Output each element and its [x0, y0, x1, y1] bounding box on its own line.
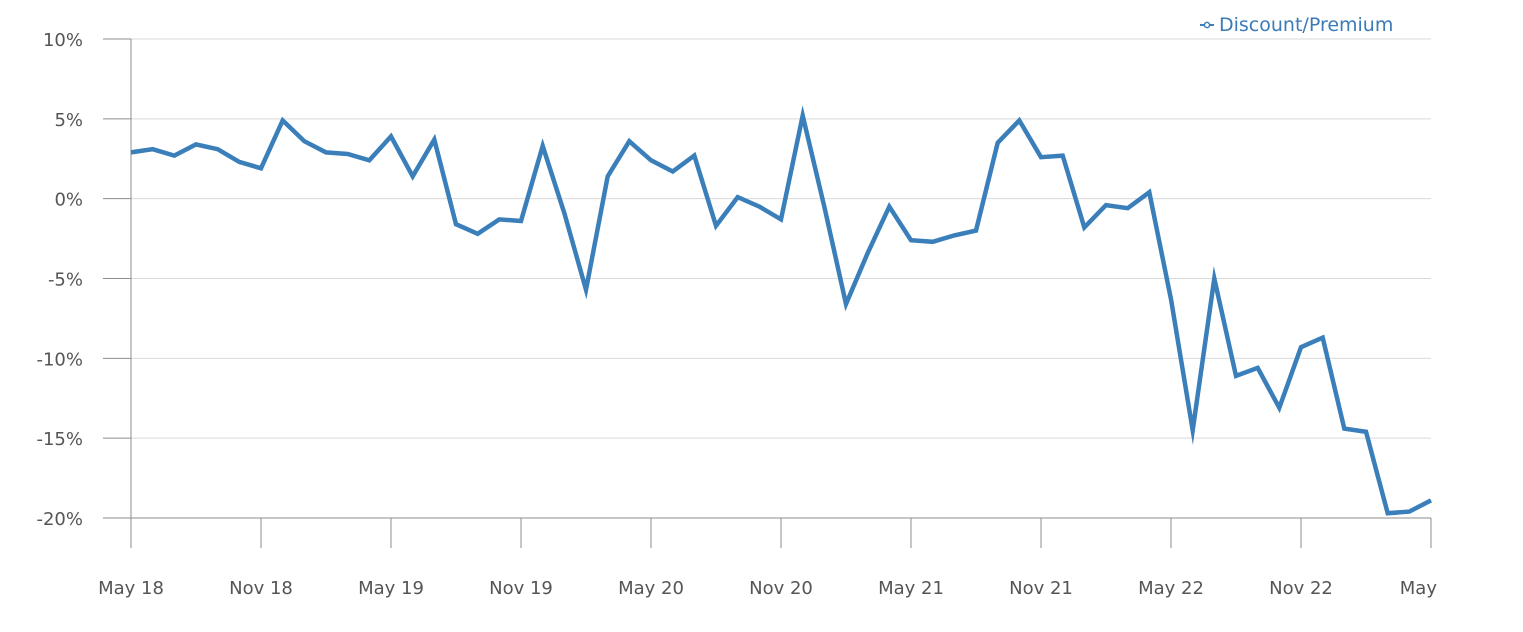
y-axis-ticks: 10% 5% 0% -5% -10% -15% -20%: [36, 30, 131, 530]
x-tick-label: May 20: [618, 578, 684, 599]
x-axis-ticks: May 18 Nov 18 May 19 Nov 19 May 20 Nov 20 May …: [98, 518, 1437, 599]
x-tick-label: May 19: [358, 578, 424, 599]
series-group: [130, 105, 1433, 516]
x-tick-label: Nov 21: [1009, 578, 1073, 599]
y-tick-label: 0%: [54, 190, 83, 211]
y-tick-label: -20%: [36, 509, 83, 530]
y-tick-label: -5%: [48, 270, 83, 291]
y-tick-label: -15%: [36, 429, 83, 450]
legend-marker-icon: [1203, 21, 1211, 29]
x-tick-label: Nov 18: [229, 578, 293, 599]
x-tick-label: May 18: [98, 578, 164, 599]
x-tick-label: Nov 20: [749, 578, 813, 599]
x-tick-label: May 22: [1138, 578, 1204, 599]
y-tick-label: 10%: [43, 30, 83, 51]
x-tick-label: Nov 19: [489, 578, 553, 599]
legend-label: Discount/Premium: [1219, 14, 1393, 36]
grid-lines: [131, 38, 1431, 439]
legend[interactable]: Discount/Premium: [1200, 14, 1393, 36]
x-tick-label: Nov 22: [1269, 578, 1333, 599]
x-tick-label: May: [1400, 578, 1438, 599]
y-tick-label: -10%: [36, 349, 83, 370]
x-tick-label: May 21: [878, 578, 944, 599]
y-tick-label: 5%: [54, 110, 83, 131]
series-line-discount-premium: [130, 105, 1433, 516]
